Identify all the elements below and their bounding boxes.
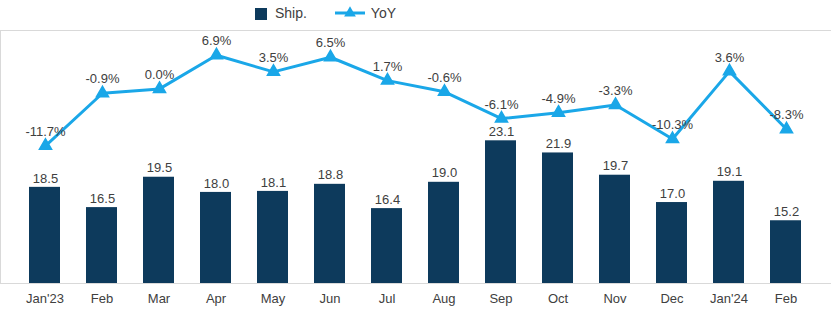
html-text:YoY: YoY xyxy=(370,4,396,21)
svg-text:Aug: Aug xyxy=(432,291,455,306)
svg-text:Nov: Nov xyxy=(603,291,627,306)
svg-text:Mar: Mar xyxy=(148,291,171,306)
svg-text:Jan'23: Jan'23 xyxy=(26,291,64,306)
svg-text:1.7%: 1.7% xyxy=(373,59,403,74)
svg-text:19.1: 19.1 xyxy=(717,164,742,179)
svg-text:-4.9%: -4.9% xyxy=(542,91,576,106)
svg-text:Jan'24: Jan'24 xyxy=(710,291,748,306)
svg-text:3.5%: 3.5% xyxy=(259,50,289,65)
svg-text:Dec: Dec xyxy=(660,291,684,306)
svg-text:18.8: 18.8 xyxy=(318,167,343,182)
svg-text:Apr: Apr xyxy=(206,291,227,306)
html-text:Ship.: Ship. xyxy=(274,4,307,21)
svg-text:18.5: 18.5 xyxy=(33,171,58,186)
svg-text:6.9%: 6.9% xyxy=(202,33,232,48)
svg-text:3.6%: 3.6% xyxy=(715,50,745,65)
svg-text:May: May xyxy=(261,291,286,306)
svg-text:15.2: 15.2 xyxy=(774,204,799,219)
svg-text:-8.3%: -8.3% xyxy=(770,107,804,122)
svg-text:-6.1%: -6.1% xyxy=(485,97,519,112)
svg-text:23.1: 23.1 xyxy=(489,124,514,139)
svg-text:17.0: 17.0 xyxy=(660,186,685,201)
svg-text:-0.9%: -0.9% xyxy=(86,71,120,86)
svg-text:Feb: Feb xyxy=(775,291,797,306)
svg-text:-11.7%: -11.7% xyxy=(25,124,66,139)
svg-text:-3.3%: -3.3% xyxy=(599,83,633,98)
svg-text:16.4: 16.4 xyxy=(375,192,400,207)
svg-text:Sep: Sep xyxy=(489,291,512,306)
svg-text:18.1: 18.1 xyxy=(261,175,286,190)
svg-text:-10.3%: -10.3% xyxy=(652,117,694,132)
svg-text:21.9: 21.9 xyxy=(546,136,571,151)
svg-text:Feb: Feb xyxy=(91,291,113,306)
svg-text:18.0: 18.0 xyxy=(204,176,229,191)
svg-text:Oct: Oct xyxy=(548,291,569,306)
svg-text:19.7: 19.7 xyxy=(603,158,628,173)
svg-text:Jun: Jun xyxy=(320,291,341,306)
svg-text:19.5: 19.5 xyxy=(147,160,172,175)
svg-text:-0.6%: -0.6% xyxy=(428,70,462,85)
svg-text:6.5%: 6.5% xyxy=(316,35,346,50)
svg-text:16.5: 16.5 xyxy=(90,191,115,206)
svg-text:19.0: 19.0 xyxy=(432,165,457,180)
svg-text:Jul: Jul xyxy=(379,291,396,306)
svg-text:0.0%: 0.0% xyxy=(145,67,175,82)
